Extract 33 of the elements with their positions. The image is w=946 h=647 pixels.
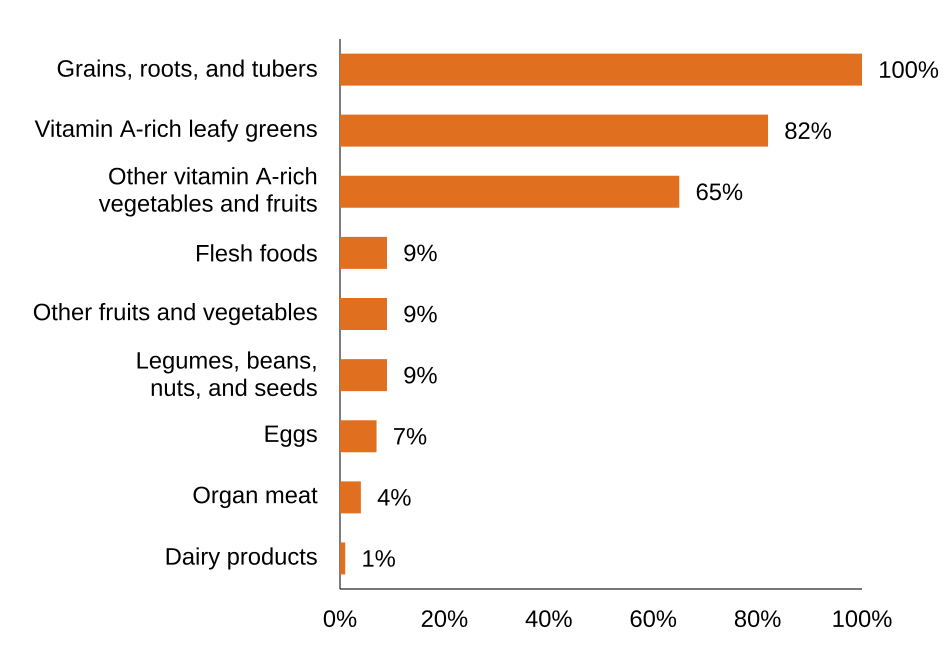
data-label: 100% — [880, 61, 938, 78]
y-tick-label: Dairy products — [166, 547, 317, 570]
x-tick-label: 40% — [526, 610, 572, 628]
bar — [340, 176, 680, 208]
bar — [340, 236, 387, 269]
bar — [340, 359, 387, 392]
bar — [340, 114, 768, 147]
y-tick-label: Eggs — [266, 426, 317, 447]
y-tick-label: Grains, roots, and tubers — [58, 59, 317, 80]
y-tick-label: Other fruits and vegetables — [34, 302, 317, 326]
y-tick-label: Organ meat — [194, 486, 318, 508]
data-label: 82% — [785, 122, 831, 140]
bar — [340, 420, 377, 452]
bar — [340, 542, 346, 574]
x-tick-label: 0% — [324, 610, 356, 628]
x-tick-label: 60% — [630, 610, 676, 628]
y-tick-label: Vitamin A-rich leafy greens — [34, 120, 317, 142]
x-tick-label: 20% — [422, 610, 468, 628]
x-tick-label: 100% — [833, 610, 892, 628]
data-label: 4% — [378, 489, 411, 506]
data-label: 1% — [363, 550, 395, 567]
bar — [340, 481, 361, 514]
x-tick-label: 80% — [734, 610, 780, 628]
bar — [340, 298, 387, 330]
data-label: 9% — [404, 366, 437, 384]
y-tick-label: Legumes, beans, nuts, and seeds — [138, 351, 317, 399]
y-tick-label: Flesh foods — [196, 244, 317, 262]
data-label: 7% — [394, 428, 426, 445]
y-tick-label: Other vitamin A-rich vegetables and fruits — [98, 167, 317, 217]
data-label: 65% — [696, 183, 742, 200]
data-label: 9% — [404, 244, 437, 262]
bar — [340, 54, 862, 86]
data-label: 9% — [404, 306, 437, 322]
